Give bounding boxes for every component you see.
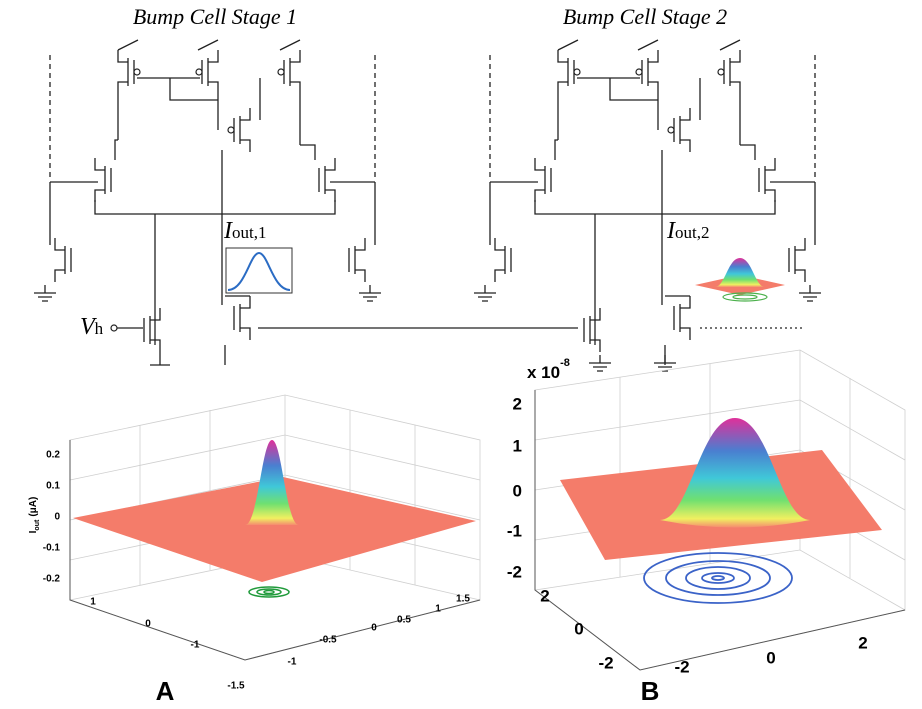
transistor	[558, 50, 574, 94]
wire	[558, 78, 740, 145]
y-tick-label: -2	[674, 657, 689, 676]
transistor	[144, 308, 160, 352]
z-tick-label: -1	[507, 521, 522, 540]
plots	[70, 350, 905, 670]
circuit	[34, 40, 821, 371]
transistor	[674, 108, 690, 152]
x-tick-label: -2	[598, 653, 613, 672]
wire	[665, 296, 690, 365]
inset-contour	[733, 295, 757, 299]
y-tick-label: 0	[766, 648, 775, 667]
z-tick-label: 1	[513, 436, 522, 455]
transistor	[202, 50, 218, 94]
panel-label: A	[156, 676, 175, 706]
scale-exponent: -8	[560, 357, 570, 369]
ground	[799, 285, 821, 301]
scale-text: x 10	[527, 363, 560, 382]
pmos-bubble	[718, 69, 724, 75]
transistor	[319, 158, 335, 202]
y-tick-label: 1.5	[456, 594, 470, 605]
y-tick-label: 0	[371, 623, 377, 634]
ground	[34, 285, 56, 301]
wire	[137, 78, 218, 130]
ground	[474, 285, 496, 301]
x-tick-label: 1	[90, 597, 96, 608]
pmos-bubble	[278, 69, 284, 75]
transistor	[495, 238, 511, 282]
wire	[118, 40, 300, 50]
pmos-bubble	[636, 69, 642, 75]
y-tick-label: 0.5	[397, 615, 411, 626]
plot-a-contours	[249, 587, 289, 597]
z-subscript: out	[34, 519, 41, 531]
x-tick-label: 0	[145, 619, 151, 630]
panel-label: B	[641, 676, 660, 706]
output-subscript: out,2	[675, 223, 709, 242]
input-label: Vh	[80, 314, 104, 340]
ground	[589, 355, 611, 371]
wire	[225, 296, 250, 365]
z-unit: (μA)	[28, 497, 39, 517]
transistor	[95, 158, 111, 202]
x-tick-label: 2	[540, 586, 549, 605]
transistor	[789, 238, 805, 282]
inset-bump	[715, 258, 765, 287]
transistor	[234, 108, 250, 152]
transistor	[535, 158, 551, 202]
wire	[118, 78, 300, 145]
y-tick-label: -0.5	[319, 635, 337, 646]
input-node	[111, 325, 117, 331]
labels: Bump Cell Stage 1 Bump Cell Stage 2 Iout…	[28, 4, 868, 706]
pmos-bubble	[196, 69, 202, 75]
transistor	[759, 158, 775, 202]
transistor	[674, 296, 690, 340]
pmos-bubble	[574, 69, 580, 75]
z-tick-label: -0.2	[43, 574, 61, 585]
transistor	[55, 238, 71, 282]
transistor	[284, 50, 300, 94]
z-tick-label: -0.1	[43, 543, 61, 554]
ground	[359, 285, 381, 301]
x-tick-label: -1	[191, 640, 200, 651]
y-tick-label: -1	[288, 657, 297, 668]
y-tick-label: 1	[435, 604, 441, 615]
z-tick-label: 0	[513, 481, 522, 500]
wire	[577, 78, 658, 130]
pmos-bubble	[134, 69, 140, 75]
y-tick-label: 2	[858, 633, 867, 652]
transistor	[724, 50, 740, 94]
pmos-bubble	[228, 127, 234, 133]
stage-title: Bump Cell Stage 1	[133, 4, 297, 29]
z-tick-label: 0.2	[46, 450, 60, 461]
z-tick-label: 2	[513, 394, 522, 413]
transistor	[234, 296, 250, 340]
pmos-bubble	[668, 127, 674, 133]
z-tick-label: 0.1	[46, 481, 60, 492]
scale-label: x 10-8	[527, 357, 570, 382]
transistor	[118, 50, 134, 94]
output-label: Iout,2	[666, 218, 709, 244]
x-tick-label: 0	[574, 619, 583, 638]
output-label: Iout,1	[223, 218, 266, 244]
inset-contour	[723, 293, 767, 301]
plot-b-contours	[644, 553, 792, 603]
figure: Bump Cell Stage 1 Bump Cell Stage 2 Iout…	[0, 0, 922, 709]
z-tick-label: 0	[54, 512, 60, 523]
input-subscript: h	[95, 319, 104, 338]
y-tick-label: -1.5	[227, 681, 245, 692]
output-subscript: out,1	[232, 223, 266, 242]
transistor	[349, 238, 365, 282]
transistor	[584, 308, 600, 352]
wire	[490, 182, 815, 345]
transistor	[642, 50, 658, 94]
z-tick-label: -2	[507, 562, 522, 581]
wire	[558, 40, 740, 50]
z-axis-label: Iout(μA)	[28, 497, 41, 534]
ground	[654, 355, 676, 371]
stage-title: Bump Cell Stage 2	[563, 4, 727, 29]
